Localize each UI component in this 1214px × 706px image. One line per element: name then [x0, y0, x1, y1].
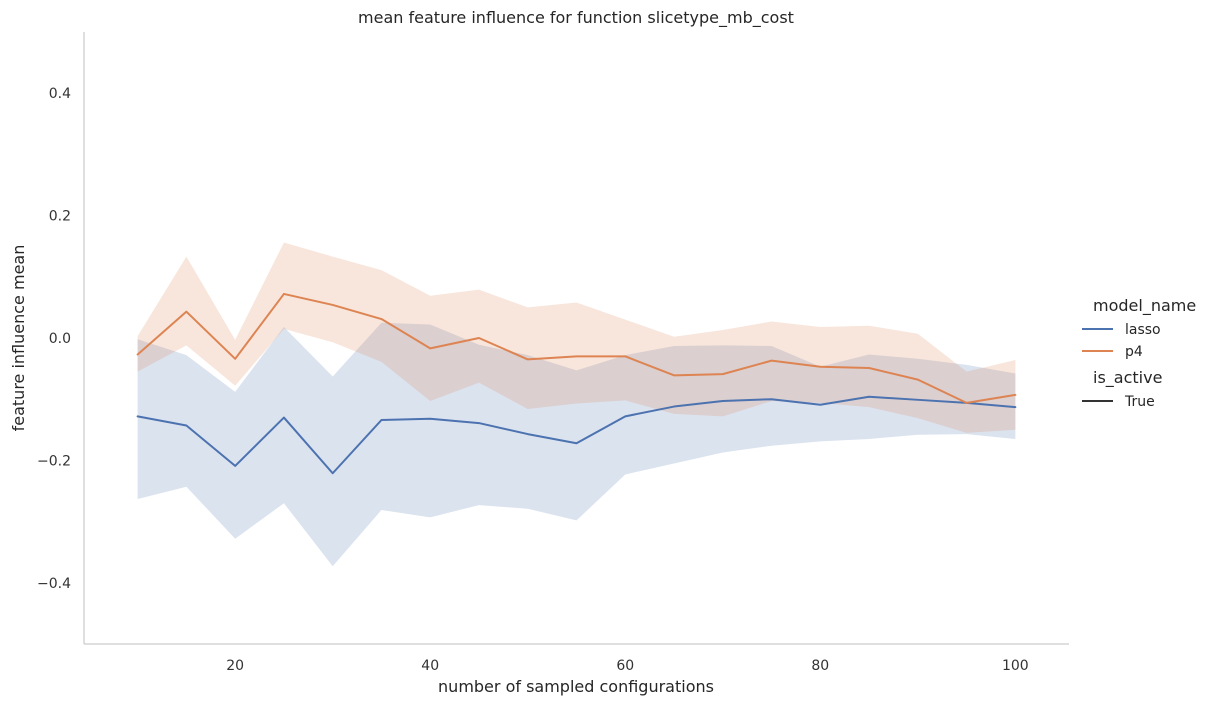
x-tick-label: 100 — [1002, 658, 1029, 674]
ci-band-p4 — [137, 242, 1016, 433]
chart-title: mean feature influence for function slic… — [358, 8, 794, 28]
x-tick-label: 40 — [421, 658, 439, 674]
series-lines — [136, 292, 1017, 475]
x-tick-label: 80 — [811, 658, 829, 674]
legend-title-hue: model_name — [1093, 296, 1196, 316]
legend-label-lasso: lasso — [1125, 322, 1161, 338]
y-tick-label: 0.0 — [49, 331, 71, 347]
x-tick-label: 60 — [616, 658, 634, 674]
y-tick-label: −0.2 — [37, 453, 71, 469]
legend: model_name lasso p4 is_active True — [1082, 296, 1196, 410]
x-tick-labels: 20 40 60 80 100 — [226, 658, 1028, 674]
ci-band-lasso — [137, 322, 1016, 567]
axes — [83, 32, 1069, 645]
y-tick-label: 0.2 — [49, 209, 71, 225]
x-axis-label: number of sampled configurations — [438, 677, 714, 696]
legend-label-p4: p4 — [1125, 344, 1143, 360]
y-tick-label: 0.4 — [49, 86, 71, 102]
legend-hue-entries: lasso p4 — [1082, 322, 1161, 360]
series-line-lasso — [136, 395, 1017, 475]
y-tick-labels: −0.4 −0.2 0.0 0.2 0.4 — [37, 86, 71, 592]
x-tick-label: 20 — [226, 658, 244, 674]
y-axis-label: feature influence mean — [9, 245, 28, 432]
legend-label-style: True — [1124, 394, 1155, 410]
y-tick-label: −0.4 — [37, 576, 71, 592]
confidence-bands — [137, 242, 1016, 567]
series-line-p4 — [136, 292, 1017, 404]
legend-title-style: is_active — [1093, 368, 1162, 388]
